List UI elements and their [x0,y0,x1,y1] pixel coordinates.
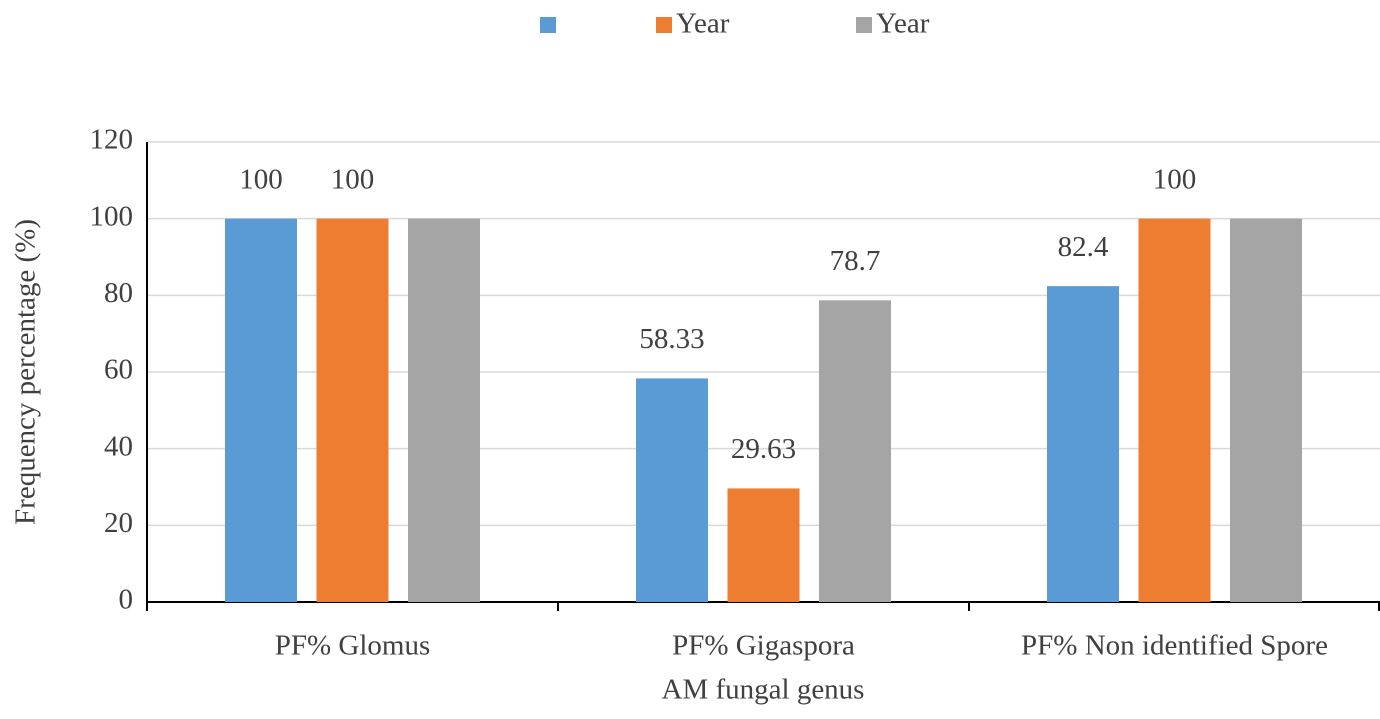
data-label: 82.4 [1058,231,1109,263]
y-tick-label: 0 [119,584,134,616]
y-tick-label: 60 [104,354,133,386]
data-label: 100 [239,163,283,195]
bar [727,488,800,602]
bar [636,378,708,602]
x-tick-label: PF% Glomus [275,630,431,662]
legend-swatch [656,17,672,33]
x-axis-title: AM fungal genus [662,674,865,706]
bar [1138,218,1211,602]
bar [1230,218,1302,602]
data-label: 100 [331,163,375,195]
data-label: 78.7 [830,245,881,277]
data-label: 58.33 [639,323,704,355]
y-tick-label: 40 [104,430,133,462]
y-tick-label: 120 [90,124,134,156]
y-tick-label: 100 [90,200,134,232]
legend-label: Year [676,8,730,40]
legend-label: Year [876,8,930,40]
bar [819,300,891,602]
bar [1047,286,1119,602]
y-axis-title: Frequency percentage (%) [10,219,42,525]
bar [408,218,480,602]
legend-swatch [856,17,872,33]
x-tick-label: PF% Non identified Spore [1021,630,1328,662]
data-label: 100 [1153,163,1197,195]
bar [225,218,297,602]
legend-swatch [540,17,556,33]
y-tick-label: 20 [104,507,133,539]
data-label: 29.63 [731,433,796,465]
y-tick-label: 80 [104,277,133,309]
x-tick-label: PF% Gigaspora [672,630,855,662]
bar [316,218,389,602]
